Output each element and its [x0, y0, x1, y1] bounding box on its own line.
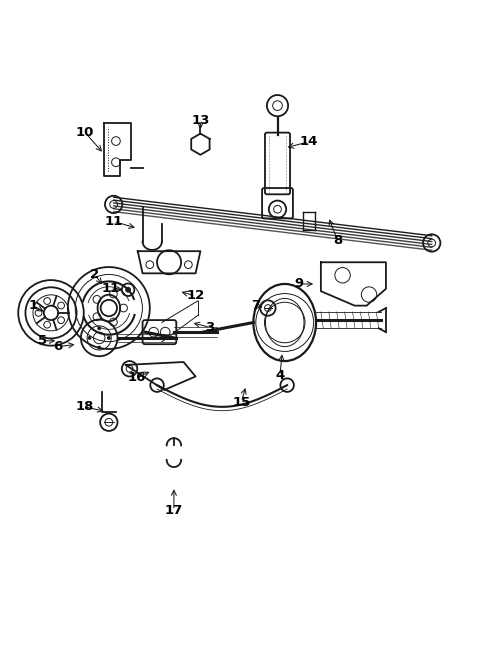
- Text: 8: 8: [333, 234, 342, 247]
- Text: 14: 14: [299, 135, 318, 148]
- Text: 5: 5: [38, 334, 47, 347]
- Text: 11: 11: [101, 283, 119, 295]
- Circle shape: [88, 336, 91, 340]
- Circle shape: [107, 336, 111, 340]
- Text: 4: 4: [275, 369, 284, 382]
- Text: 18: 18: [75, 401, 94, 413]
- Text: 11: 11: [104, 215, 123, 228]
- Text: 3: 3: [205, 321, 214, 334]
- Text: 12: 12: [186, 290, 204, 303]
- Text: 10: 10: [75, 126, 94, 139]
- Text: 17: 17: [164, 504, 183, 517]
- Circle shape: [97, 326, 101, 330]
- Text: 7: 7: [251, 299, 260, 312]
- Text: 16: 16: [127, 372, 145, 384]
- Text: 15: 15: [232, 395, 250, 408]
- Text: 6: 6: [54, 340, 63, 353]
- Text: 9: 9: [294, 277, 303, 290]
- Text: 13: 13: [191, 114, 209, 126]
- Text: 2: 2: [90, 268, 99, 281]
- Circle shape: [125, 287, 131, 293]
- Circle shape: [97, 346, 101, 350]
- Text: 1: 1: [29, 299, 38, 312]
